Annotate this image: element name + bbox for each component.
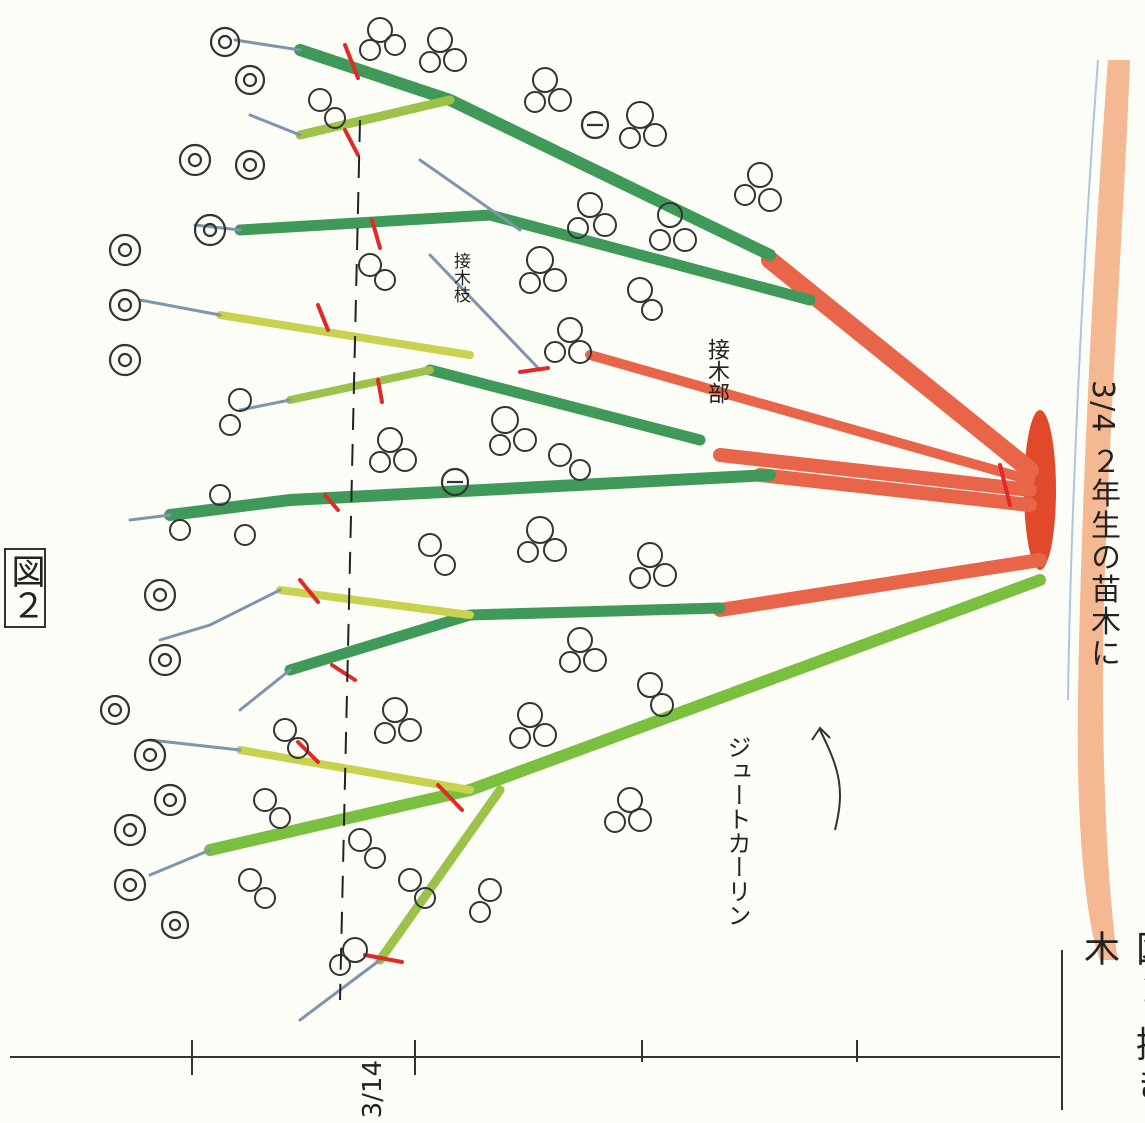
shoot-arrow bbox=[811, 726, 841, 831]
leaf-cluster bbox=[524, 67, 572, 113]
leaf-cluster bbox=[219, 388, 252, 436]
leaf-cluster bbox=[369, 427, 417, 473]
leaf-cluster bbox=[548, 443, 591, 481]
rootstock-branches bbox=[585, 251, 1047, 617]
graft-guide bbox=[339, 119, 361, 1001]
leaf-cluster bbox=[489, 406, 537, 456]
flower-bud bbox=[113, 813, 147, 847]
leaf-cluster bbox=[544, 317, 592, 364]
graft-point-label: 接木部 bbox=[704, 338, 729, 404]
leaf-cluster bbox=[649, 202, 697, 252]
flower-buds bbox=[99, 26, 610, 940]
flower-bud bbox=[178, 143, 212, 177]
leaf-cluster bbox=[253, 788, 291, 829]
leaf-cluster bbox=[348, 828, 386, 869]
bottom-date-label: 3/14 bbox=[358, 1060, 388, 1119]
leaf-cluster bbox=[604, 787, 652, 833]
leaf-cluster bbox=[469, 878, 502, 923]
leaf-cluster bbox=[627, 277, 663, 321]
leaf-cluster bbox=[359, 17, 406, 61]
flower-bud bbox=[113, 868, 147, 902]
flower-bud bbox=[234, 64, 266, 96]
flower-bud bbox=[193, 213, 227, 247]
flower-bud bbox=[108, 233, 142, 267]
figure-label: 図２ bbox=[4, 548, 46, 628]
flower-bud bbox=[99, 694, 131, 726]
leaf-cluster bbox=[418, 533, 456, 576]
leaf-cluster bbox=[329, 937, 368, 976]
leaf-cluster bbox=[559, 627, 607, 673]
leaf-cluster bbox=[509, 702, 557, 749]
leaf-cluster bbox=[519, 246, 567, 294]
shoot-label: ジュートカーリン bbox=[723, 735, 751, 927]
leaf-cluster bbox=[238, 868, 276, 909]
twigs bbox=[128, 38, 542, 1022]
leaf-cluster bbox=[734, 162, 782, 212]
flower-bud bbox=[160, 910, 190, 940]
flower-bud bbox=[143, 578, 177, 612]
side-caption: 図２ 接ぎ木 bbox=[1078, 930, 1145, 1105]
leaf-cluster bbox=[619, 101, 667, 149]
date-note: 3/4 ２年生の苗木に bbox=[1085, 380, 1120, 670]
flower-bud bbox=[133, 738, 167, 772]
flower-bud bbox=[234, 149, 266, 181]
graft-branch-label: 接木枝 bbox=[450, 252, 470, 303]
flower-bud bbox=[209, 26, 241, 58]
flower-bud bbox=[580, 110, 610, 140]
leaf-cluster bbox=[374, 697, 422, 744]
flower-bud bbox=[108, 288, 142, 322]
leaf-cluster bbox=[419, 27, 467, 73]
trunk-base bbox=[1024, 410, 1056, 570]
scale-line bbox=[10, 950, 1063, 1110]
leaf-cluster bbox=[209, 484, 256, 546]
leaf-cluster bbox=[308, 88, 346, 129]
flower-bud bbox=[153, 783, 187, 817]
flower-bud bbox=[108, 343, 142, 377]
leaf-cluster bbox=[358, 253, 396, 291]
leaf-cluster bbox=[637, 672, 674, 717]
leaf-cluster bbox=[629, 542, 677, 589]
flower-bud bbox=[440, 467, 470, 497]
graft-marks bbox=[296, 43, 1012, 964]
leaf-cluster bbox=[273, 718, 309, 759]
leaf-cluster bbox=[169, 519, 191, 541]
leaf-cluster bbox=[517, 516, 567, 563]
leaf-clusters bbox=[169, 17, 782, 976]
leaf-cluster bbox=[567, 192, 617, 239]
flower-bud bbox=[148, 643, 182, 677]
ground-strip bbox=[1067, 59, 1130, 960]
leaf-cluster bbox=[398, 868, 436, 909]
